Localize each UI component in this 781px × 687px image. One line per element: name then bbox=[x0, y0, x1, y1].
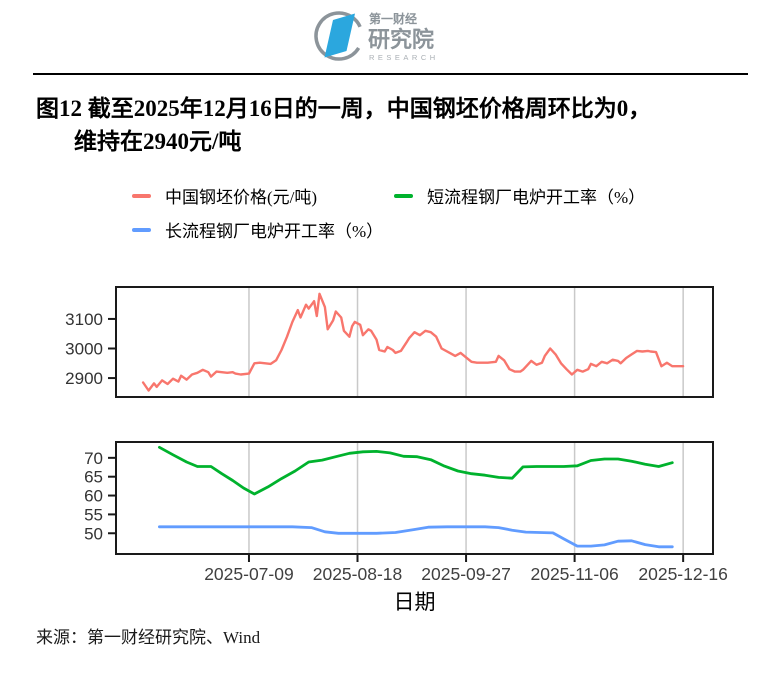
panel-border bbox=[115, 285, 714, 398]
logo-text-en: RESEARCH bbox=[369, 53, 439, 62]
legend-label: 短流程钢厂电炉开工率（%） bbox=[427, 188, 646, 208]
eaf-short-line bbox=[157, 445, 674, 496]
legend-item-eaf-short: 短流程钢厂电炉开工率（%） bbox=[394, 183, 645, 208]
legend-label: 中国钢坯价格(元/吨) bbox=[165, 188, 318, 208]
legend-row: 中国钢坯价格(元/吨) 短流程钢厂电炉开工率（%） bbox=[0, 185, 781, 207]
legend-label: 长流程钢厂电炉开工率（%） bbox=[165, 222, 384, 242]
y-tick-label: 3100 bbox=[65, 310, 103, 329]
y-tick-label: 2900 bbox=[65, 369, 103, 388]
header-divider bbox=[33, 73, 748, 75]
y-tick-label: 50 bbox=[84, 524, 103, 543]
legend-item-price: 中国钢坯价格(元/吨) bbox=[132, 183, 394, 208]
legend-row: 长流程钢厂电炉开工率（%） bbox=[0, 219, 781, 241]
x-tick-label: 2025-11-06 bbox=[530, 564, 618, 584]
y-tick-label: 3000 bbox=[65, 339, 103, 358]
logo-graphic: 第一财经 研究院 RESEARCH bbox=[313, 11, 439, 62]
x-tick-label: 2025-09-27 bbox=[421, 564, 511, 584]
figure-title: 图12 截至2025年12月16日的一周，中国钢坯价格周环比为0， 维持在294… bbox=[36, 92, 753, 159]
logo: 第一财经 研究院 RESEARCH bbox=[0, 0, 781, 67]
billet-price-line bbox=[141, 292, 685, 392]
x-tick-label: 2025-07-09 bbox=[204, 564, 294, 584]
eaf-long-line bbox=[157, 525, 674, 548]
x-tick-label: 2025-08-18 bbox=[313, 564, 403, 584]
panel-border bbox=[115, 440, 714, 555]
figure-title-line2: 维持在2940元/吨 bbox=[74, 129, 242, 155]
source-note: 来源：第一财经研究院、Wind bbox=[36, 627, 261, 647]
y-tick-label: 65 bbox=[84, 467, 103, 486]
y-tick-label: 70 bbox=[84, 449, 103, 468]
logo-text-cn: 第一财经 bbox=[369, 11, 417, 26]
eaf-long-legend-swatch-icon bbox=[132, 227, 151, 232]
x-tick-label: 2025-12-16 bbox=[638, 564, 728, 584]
logo-mark bbox=[324, 13, 355, 58]
legend-item-eaf-long: 长流程钢厂电炉开工率（%） bbox=[132, 217, 394, 242]
logo-text-main: 研究院 bbox=[368, 27, 434, 52]
price-legend-swatch-icon bbox=[132, 193, 151, 198]
eaf-short-legend-swatch-icon bbox=[394, 193, 413, 198]
chart-legend: 中国钢坯价格(元/吨) 短流程钢厂电炉开工率（%） 长流程钢厂电炉开工率（%） bbox=[0, 185, 781, 241]
x-axis-title: 日期 bbox=[394, 590, 436, 614]
y-tick-label: 60 bbox=[84, 486, 103, 505]
figure-title-line1: 图12 截至2025年12月16日的一周，中国钢坯价格周环比为0， bbox=[36, 96, 652, 121]
y-tick-label: 55 bbox=[84, 505, 103, 524]
